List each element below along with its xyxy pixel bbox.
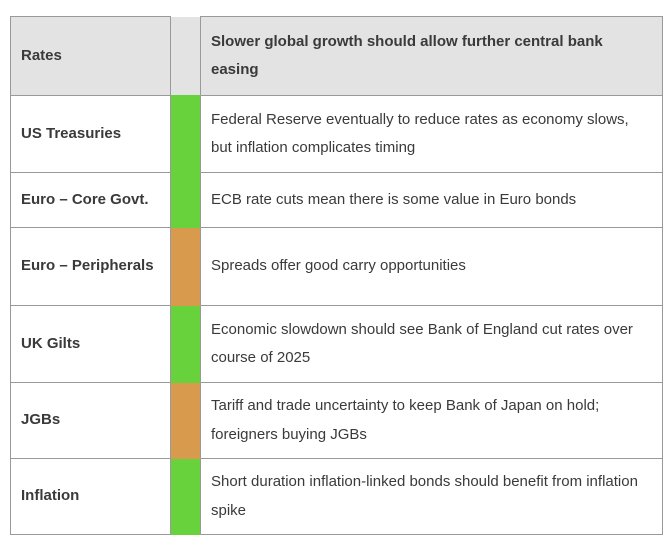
- commentary-text: Tariff and trade uncertainty to keep Ban…: [200, 382, 663, 459]
- status-indicator: [170, 382, 201, 459]
- table-row: US Treasuries Federal Reserve eventually…: [10, 95, 663, 173]
- rates-outlook-table: Rates Slower global growth should allow …: [10, 16, 663, 535]
- status-indicator: [170, 172, 201, 228]
- status-indicator: [170, 16, 201, 96]
- table-row: UK Gilts Economic slowdown should see Ba…: [10, 305, 663, 383]
- header-category-label: Rates: [10, 16, 171, 96]
- category-label: Inflation: [10, 458, 171, 535]
- commentary-text: Federal Reserve eventually to reduce rat…: [200, 95, 663, 173]
- table-row: Euro – Peripherals Spreads offer good ca…: [10, 227, 663, 306]
- commentary-text: Economic slowdown should see Bank of Eng…: [200, 305, 663, 383]
- table-row: JGBs Tariff and trade uncertainty to kee…: [10, 382, 663, 459]
- commentary-text: ECB rate cuts mean there is some value i…: [200, 172, 663, 228]
- status-indicator: [170, 227, 201, 306]
- commentary-text: Spreads offer good carry opportunities: [200, 227, 663, 306]
- table-row: Euro – Core Govt. ECB rate cuts mean the…: [10, 172, 663, 228]
- status-indicator: [170, 305, 201, 383]
- status-indicator: [170, 95, 201, 173]
- table-header-row: Rates Slower global growth should allow …: [10, 16, 663, 96]
- table-row: Inflation Short duration inflation-linke…: [10, 458, 663, 535]
- category-label: US Treasuries: [10, 95, 171, 173]
- commentary-text: Short duration inflation-linked bonds sh…: [200, 458, 663, 535]
- category-label: UK Gilts: [10, 305, 171, 383]
- status-indicator: [170, 458, 201, 535]
- category-label: Euro – Peripherals: [10, 227, 171, 306]
- category-label: Euro – Core Govt.: [10, 172, 171, 228]
- category-label: JGBs: [10, 382, 171, 459]
- header-commentary: Slower global growth should allow furthe…: [200, 16, 663, 96]
